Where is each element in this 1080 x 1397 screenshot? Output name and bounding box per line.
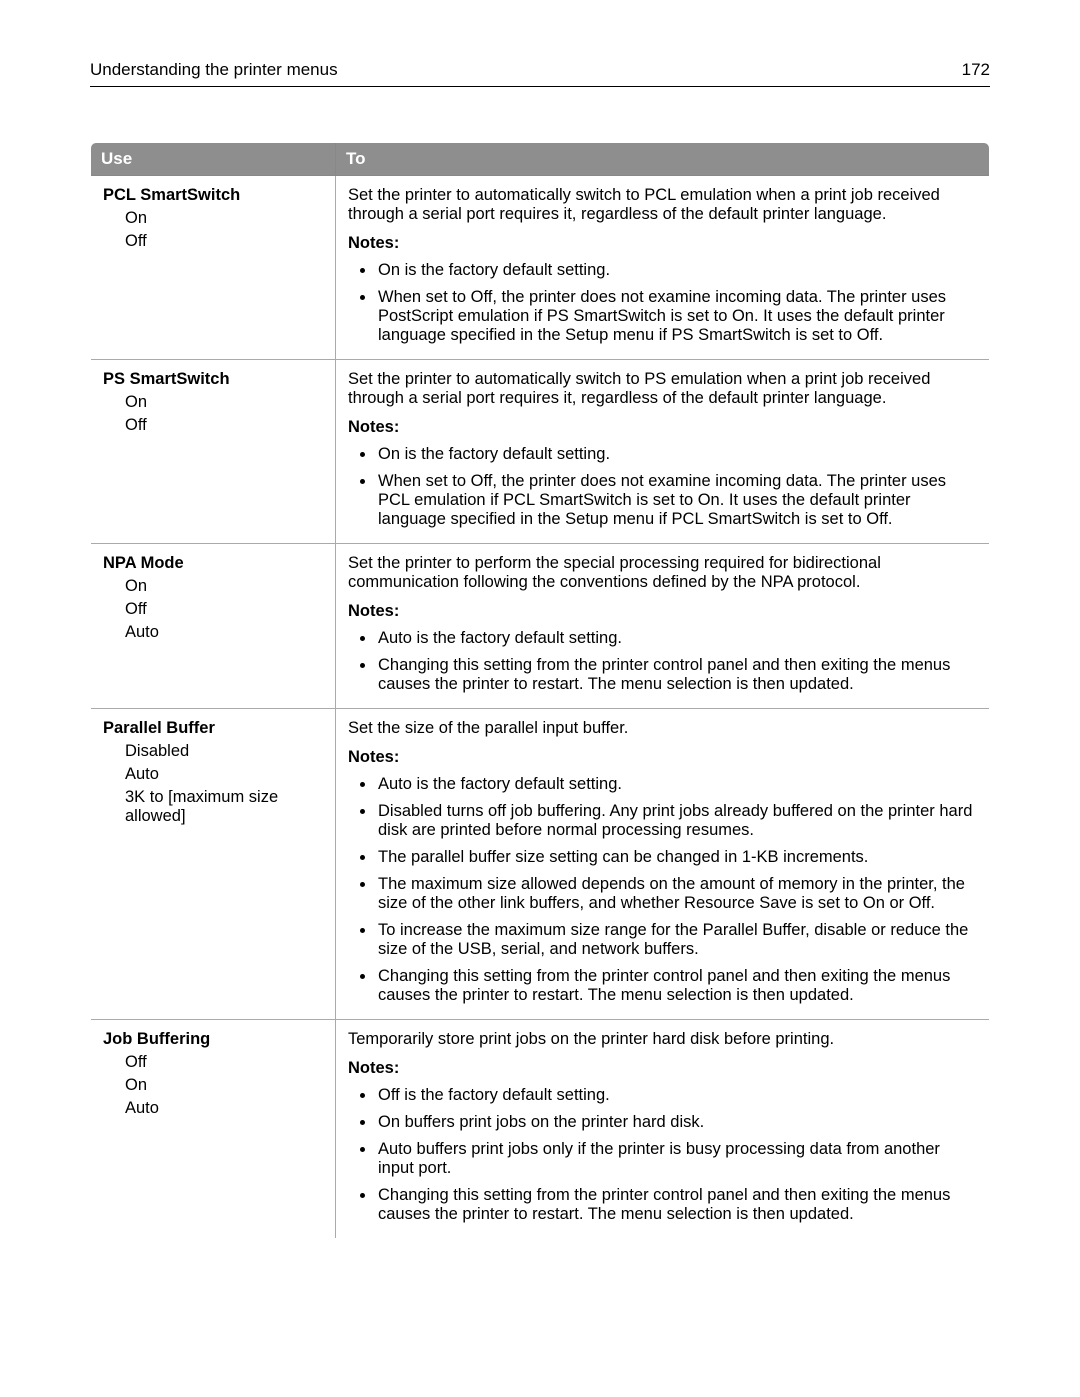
note-item: Changing this setting from the printer c… xyxy=(376,967,977,1005)
notes-label: Notes: xyxy=(348,748,977,767)
menu-option: On xyxy=(125,577,323,596)
note-item: When set to Off, the printer does not ex… xyxy=(376,472,977,529)
menu-option: Auto xyxy=(125,1099,323,1118)
note-item: Changing this setting from the printer c… xyxy=(376,656,977,694)
menu-option: Off xyxy=(125,232,323,251)
table-row: PCL SmartSwitch On Off Set the printer to a… xyxy=(91,176,990,360)
menu-options: Disabled Auto 3K to [maximum size allowed] xyxy=(103,742,323,826)
menu-description: Set the printer to perform the special p… xyxy=(348,554,977,592)
notes-list: Off is the factory default setting. On bu… xyxy=(348,1086,977,1224)
table-row: PS SmartSwitch On Off Set the printer to au… xyxy=(91,360,990,544)
note-item: On is the factory default setting. xyxy=(376,261,977,280)
notes-list: On is the factory default setting. When s… xyxy=(348,445,977,529)
table-row: NPA Mode On Off Auto Set the printer to perf… xyxy=(91,544,990,709)
note-item: The parallel buffer size setting can be … xyxy=(376,848,977,867)
menu-description: Set the printer to automatically switch … xyxy=(348,186,977,224)
printer-menu-table: Use To PCL SmartSwitch On Off Set the print… xyxy=(90,142,990,1239)
menu-title: Job Buffering xyxy=(103,1030,323,1049)
notes-label: Notes: xyxy=(348,234,977,253)
table-row: Parallel Buffer Disabled Auto 3K to [maximu… xyxy=(91,709,990,1020)
menu-title: Parallel Buffer xyxy=(103,719,323,738)
table-body: PCL SmartSwitch On Off Set the printer to a… xyxy=(91,176,990,1239)
menu-item-cell: PS SmartSwitch On Off xyxy=(91,360,336,544)
menu-option: Off xyxy=(125,600,323,619)
menu-item-cell: Parallel Buffer Disabled Auto 3K to [maximu… xyxy=(91,709,336,1020)
notes-list: Auto is the factory default setting. Disa… xyxy=(348,775,977,1005)
menu-item-cell: Job Buffering Off On Auto xyxy=(91,1020,336,1239)
menu-option: On xyxy=(125,209,323,228)
menu-option: On xyxy=(125,1076,323,1095)
menu-title: PCL SmartSwitch xyxy=(103,186,323,205)
menu-option: 3K to [maximum size allowed] xyxy=(125,788,323,826)
note-item: Disabled turns off job buffering. Any pr… xyxy=(376,802,977,840)
menu-option: Disabled xyxy=(125,742,323,761)
menu-item-cell: NPA Mode On Off Auto xyxy=(91,544,336,709)
note-item: Off is the factory default setting. xyxy=(376,1086,977,1105)
note-item: The maximum size allowed depends on the … xyxy=(376,875,977,913)
menu-option: Off xyxy=(125,416,323,435)
menu-item-cell: PCL SmartSwitch On Off xyxy=(91,176,336,360)
menu-title: NPA Mode xyxy=(103,554,323,573)
menu-title: PS SmartSwitch xyxy=(103,370,323,389)
notes-list: Auto is the factory default setting. Chan… xyxy=(348,629,977,694)
col-header-to: To xyxy=(336,143,990,176)
menu-option: Auto xyxy=(125,623,323,642)
menu-description-cell: Set the size of the parallel input buffe… xyxy=(336,709,990,1020)
page-header: Understanding the printer menus 172 xyxy=(90,60,990,87)
menu-option: On xyxy=(125,393,323,412)
menu-options: On Off xyxy=(103,209,323,251)
note-item: On is the factory default setting. xyxy=(376,445,977,464)
menu-options: On Off Auto xyxy=(103,577,323,642)
notes-label: Notes: xyxy=(348,602,977,621)
notes-label: Notes: xyxy=(348,1059,977,1078)
note-item: When set to Off, the printer does not ex… xyxy=(376,288,977,345)
menu-option: Auto xyxy=(125,765,323,784)
notes-list: On is the factory default setting. When s… xyxy=(348,261,977,345)
menu-description: Temporarily store print jobs on the prin… xyxy=(348,1030,977,1049)
menu-options: On Off xyxy=(103,393,323,435)
menu-description-cell: Temporarily store print jobs on the prin… xyxy=(336,1020,990,1239)
page-number: 172 xyxy=(962,60,990,80)
note-item: Auto is the factory default setting. xyxy=(376,775,977,794)
note-item: On buffers print jobs on the printer har… xyxy=(376,1113,977,1132)
notes-label: Notes: xyxy=(348,418,977,437)
note-item: To increase the maximum size range for t… xyxy=(376,921,977,959)
page-title: Understanding the printer menus xyxy=(90,60,338,80)
note-item: Changing this setting from the printer c… xyxy=(376,1186,977,1224)
menu-options: Off On Auto xyxy=(103,1053,323,1118)
menu-option: Off xyxy=(125,1053,323,1072)
col-header-use: Use xyxy=(91,143,336,176)
table-row: Job Buffering Off On Auto Temporarily store … xyxy=(91,1020,990,1239)
menu-description: Set the size of the parallel input buffe… xyxy=(348,719,977,738)
note-item: Auto buffers print jobs only if the prin… xyxy=(376,1140,977,1178)
menu-description-cell: Set the printer to automatically switch … xyxy=(336,176,990,360)
note-item: Auto is the factory default setting. xyxy=(376,629,977,648)
menu-description-cell: Set the printer to perform the special p… xyxy=(336,544,990,709)
menu-description: Set the printer to automatically switch … xyxy=(348,370,977,408)
menu-description-cell: Set the printer to automatically switch … xyxy=(336,360,990,544)
